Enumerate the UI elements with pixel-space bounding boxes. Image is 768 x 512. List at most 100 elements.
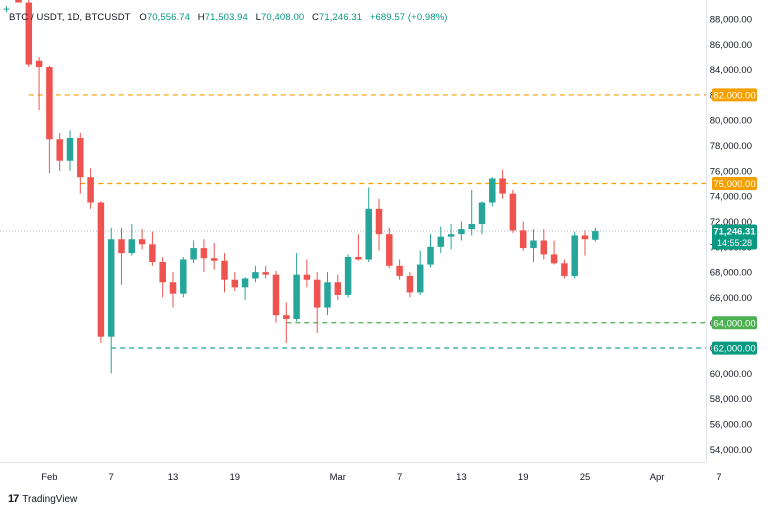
candle-body [35, 60, 43, 68]
candle-body [231, 279, 239, 288]
candle-body [540, 240, 548, 255]
candle [169, 272, 177, 308]
x-tick-label: 25 [580, 472, 591, 483]
candle [355, 234, 362, 261]
y-tick-label: 84,000.00 [710, 65, 752, 76]
candle-body [200, 248, 208, 259]
tradingview-logo-icon: 17 [8, 493, 19, 505]
candle [386, 227, 393, 269]
candle [159, 256, 166, 298]
candle [375, 198, 383, 251]
open-value: 70,556.74 [146, 12, 191, 23]
candle-body [365, 208, 372, 260]
candle [540, 229, 548, 260]
y-tick-label: 72,000.00 [710, 217, 752, 228]
candle [56, 132, 63, 171]
change-value: +689.57 (+0.98%) [369, 12, 448, 23]
level-price-label: 62,000.00 [713, 344, 755, 355]
candle-body [272, 274, 280, 316]
candle [231, 272, 239, 292]
candle [200, 239, 208, 273]
candle [303, 259, 311, 288]
candle [396, 259, 403, 280]
level-price-label: 75,000.00 [713, 179, 755, 190]
candle [46, 65, 53, 174]
brand-name: TradingView [22, 493, 78, 505]
candle [478, 201, 486, 235]
candle-body [262, 272, 269, 275]
candle-body [56, 139, 63, 161]
close-value: 71,246.31 [318, 12, 363, 23]
candle [149, 231, 156, 266]
candle-body [128, 239, 136, 254]
candle [313, 272, 321, 333]
x-tick-label: 7 [397, 472, 402, 483]
candle [210, 243, 218, 270]
candle [252, 265, 259, 283]
symbol-title: BTC / USDT, 1D, BTCUSDT [9, 12, 131, 23]
level-price-label: 64,000.00 [713, 318, 755, 329]
candle [283, 302, 290, 344]
candle [334, 274, 342, 300]
candle [499, 169, 506, 199]
candle-body [159, 262, 166, 283]
candle [581, 230, 589, 256]
level-price-tag [712, 177, 757, 191]
level-price-tag [712, 316, 757, 330]
tradingview-branding[interactable]: 17 TradingView [8, 493, 77, 505]
y-tick-label: 54,000.00 [710, 445, 752, 456]
candle-body [355, 256, 362, 260]
candle [262, 265, 269, 279]
candle [344, 254, 352, 298]
candle [180, 256, 187, 298]
candle-body [447, 234, 455, 237]
candle-body [561, 263, 568, 276]
candle-body [283, 315, 290, 319]
candle-body [406, 275, 414, 293]
candle-body [46, 67, 53, 140]
y-tick-label: 60,000.00 [710, 369, 752, 380]
candle [416, 250, 424, 295]
candle [406, 272, 414, 298]
y-tick-label: 66,000.00 [710, 293, 752, 304]
high-label: H [197, 12, 205, 23]
candle-body [221, 260, 228, 280]
candle [489, 177, 496, 207]
candle-body [427, 246, 434, 265]
x-tick-label: 19 [230, 472, 241, 483]
y-tick-label: 88,000.00 [710, 14, 752, 25]
candle-body [77, 137, 84, 178]
candle-body [458, 229, 465, 235]
candle-body [581, 235, 589, 240]
candle-body [324, 282, 331, 308]
candle-body [241, 278, 249, 288]
last-price-label: 71,246.31 [713, 227, 756, 238]
plus-icon[interactable]: + [3, 2, 11, 16]
candle [519, 221, 527, 251]
x-tick-label: 7 [716, 472, 721, 483]
x-tick-label: Apr [650, 472, 665, 483]
candle-body [210, 258, 218, 261]
y-tick-label: 58,000.00 [710, 394, 752, 405]
candle [561, 259, 568, 279]
candle [66, 130, 74, 171]
x-tick-label: 13 [456, 472, 467, 483]
candle [241, 277, 249, 300]
candle-body [509, 193, 517, 231]
y-tick-label: 80,000.00 [710, 116, 752, 127]
plot-area [0, 0, 706, 374]
candle-body [519, 230, 527, 249]
candle [35, 56, 43, 111]
candle-body [530, 240, 537, 249]
candle [272, 270, 280, 323]
candle-body [118, 239, 125, 254]
candle-body [550, 254, 558, 264]
candle-body [499, 178, 506, 194]
candle-body [303, 274, 311, 280]
candle [324, 272, 331, 316]
candle [437, 226, 445, 254]
x-tick-label: 19 [518, 472, 529, 483]
candle-body [592, 231, 599, 240]
candle [427, 234, 434, 268]
